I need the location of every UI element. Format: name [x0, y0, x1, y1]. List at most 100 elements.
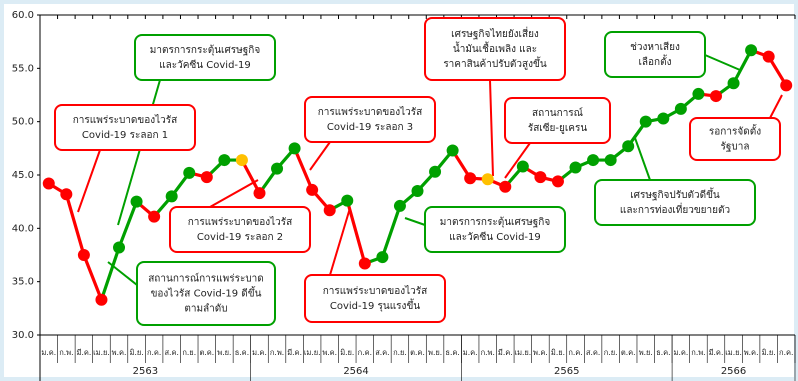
- annotation-text: การแพร่ระบาดของไวรัส: [318, 106, 423, 118]
- data-point: [130, 195, 143, 208]
- data-point: [148, 210, 161, 223]
- annotations: [77, 54, 783, 286]
- year-label: 2565: [554, 366, 579, 377]
- annotation-text: การแพร่ระบาดของไวรัส: [73, 114, 178, 126]
- x-tick-label: พ.ค.: [322, 348, 337, 357]
- line-segment: [64, 192, 86, 257]
- x-tick-label: ก.ค.: [568, 348, 582, 357]
- data-point: [745, 44, 758, 57]
- data-point: [464, 172, 477, 185]
- x-tick-label: พ.ย.: [217, 348, 231, 357]
- x-tick-label: พ.ค.: [744, 348, 759, 357]
- annotation-text: น้ำมันเชื้อเพลิง และ: [453, 41, 537, 55]
- data-point: [393, 199, 406, 212]
- data-point: [780, 79, 793, 92]
- data-point: [499, 180, 512, 193]
- line-segment: [99, 245, 121, 302]
- year-label: 2566: [721, 366, 746, 377]
- x-tick-label: เม.ย.: [304, 348, 321, 357]
- annotation-text: Covid-19 ระลอก 3: [327, 122, 413, 133]
- x-tick-label: พ.ค.: [112, 348, 127, 357]
- data-point: [113, 241, 126, 254]
- data-point: [323, 204, 336, 217]
- data-point: [376, 251, 389, 264]
- x-tick-label: ม.ค.: [463, 348, 478, 357]
- data-point: [165, 190, 178, 203]
- annotation-box: [689, 117, 781, 161]
- x-tick-label: ส.ค.: [375, 348, 389, 357]
- x-tick-label: ก.พ.: [481, 348, 495, 357]
- annotation-text: เลือกตั้ง: [639, 54, 672, 68]
- annotation-text: ตามลำดับ: [184, 304, 227, 315]
- y-tick-label: 50.0: [12, 117, 34, 128]
- annotation-text: มาตรการกระตุ้นเศรษฐกิจ: [150, 44, 261, 56]
- line-segment: [292, 146, 314, 192]
- annotation-pointer: [209, 179, 259, 208]
- x-tick-label: ส.ค.: [586, 348, 600, 357]
- data-point: [709, 90, 722, 103]
- data-point: [762, 50, 775, 63]
- annotation-pointer: [504, 142, 531, 179]
- data-point: [358, 257, 371, 270]
- annotation-text: เศรษฐกิจปรับตัวดีขึ้น: [630, 187, 720, 201]
- annotation-pointer: [704, 54, 741, 71]
- x-tick-label: เม.ย.: [515, 348, 532, 357]
- data-point: [271, 162, 284, 175]
- x-tick-label: ก.พ.: [59, 348, 73, 357]
- year-label: 2563: [133, 366, 158, 377]
- annotation-pointer: [769, 94, 783, 119]
- data-point: [306, 183, 319, 196]
- x-tick-label: ต.ค.: [410, 348, 425, 357]
- annotation-box: [594, 179, 756, 226]
- data-point: [569, 161, 582, 174]
- data-point: [534, 171, 547, 184]
- line-segment: [82, 253, 104, 302]
- line-segment: [117, 200, 139, 250]
- x-tick-label: มี.ค.: [709, 348, 724, 357]
- x-tick-label: มิ.ย.: [340, 348, 354, 357]
- y-tick-label: 55.0: [12, 63, 34, 74]
- data-point: [411, 185, 424, 197]
- annotation-pointer: [634, 137, 651, 181]
- data-point: [674, 102, 687, 115]
- x-tick-label: ก.พ.: [691, 348, 705, 357]
- data-point: [288, 142, 301, 155]
- x-tick-label: มี.ค.: [498, 348, 513, 357]
- x-tick-label: ก.ย.: [182, 348, 196, 357]
- line-segment: [345, 199, 367, 266]
- x-tick-label: มี.ค.: [287, 348, 302, 357]
- line-segment: [380, 204, 402, 259]
- x-tick-label: ต.ค.: [199, 348, 214, 357]
- y-tick-label: 30.0: [12, 330, 34, 341]
- annotation-text: รอการจัดตั้ง: [709, 124, 761, 138]
- annotation-text: Covid-19 รุนแรงขึ้น: [330, 298, 420, 312]
- annotation-text: Covid-19 ระลอก 2: [197, 232, 283, 243]
- data-point: [587, 154, 600, 167]
- x-tick-label: มิ.ย.: [129, 348, 143, 357]
- annotation-box: [424, 17, 566, 81]
- data-point: [235, 154, 248, 167]
- x-tick-label: ก.ค.: [779, 348, 793, 357]
- x-tick-label: พ.ย.: [639, 348, 653, 357]
- annotation-text: รัฐบาล: [721, 142, 750, 153]
- annotation-text: รัสเซีย-ยูเครน: [528, 122, 587, 134]
- x-tick-label: ธ.ค.: [445, 348, 459, 357]
- annotation-text: และการท่องเที่ยวขยายตัว: [620, 202, 730, 216]
- annotation-pointer: [489, 79, 494, 177]
- y-tick-label: 40.0: [12, 223, 34, 234]
- x-tick-label: ส.ค.: [164, 348, 178, 357]
- data-point: [429, 165, 442, 178]
- x-tick-label: ก.ย.: [604, 348, 618, 357]
- line-segment: [731, 48, 753, 85]
- annotation-text: Covid-19 ระลอก 1: [82, 130, 168, 141]
- annotation-text: การแพร่ระบาดของไวรัส: [188, 216, 293, 228]
- x-tick-label: มิ.ย.: [762, 348, 776, 357]
- data-point: [727, 77, 740, 90]
- x-tick-label: ธ.ค.: [656, 348, 670, 357]
- annotation-text: ช่วงหาเสียง: [630, 41, 680, 53]
- annotation-text: การแพร่ระบาดของไวรัส: [323, 285, 428, 297]
- annotation-text: ราคาสินค้าปรับตัวสูงขึ้น: [443, 56, 547, 70]
- data-point: [657, 112, 670, 125]
- data-point: [200, 171, 213, 184]
- annotation-text: และวัคซีน Covid-19: [159, 59, 251, 71]
